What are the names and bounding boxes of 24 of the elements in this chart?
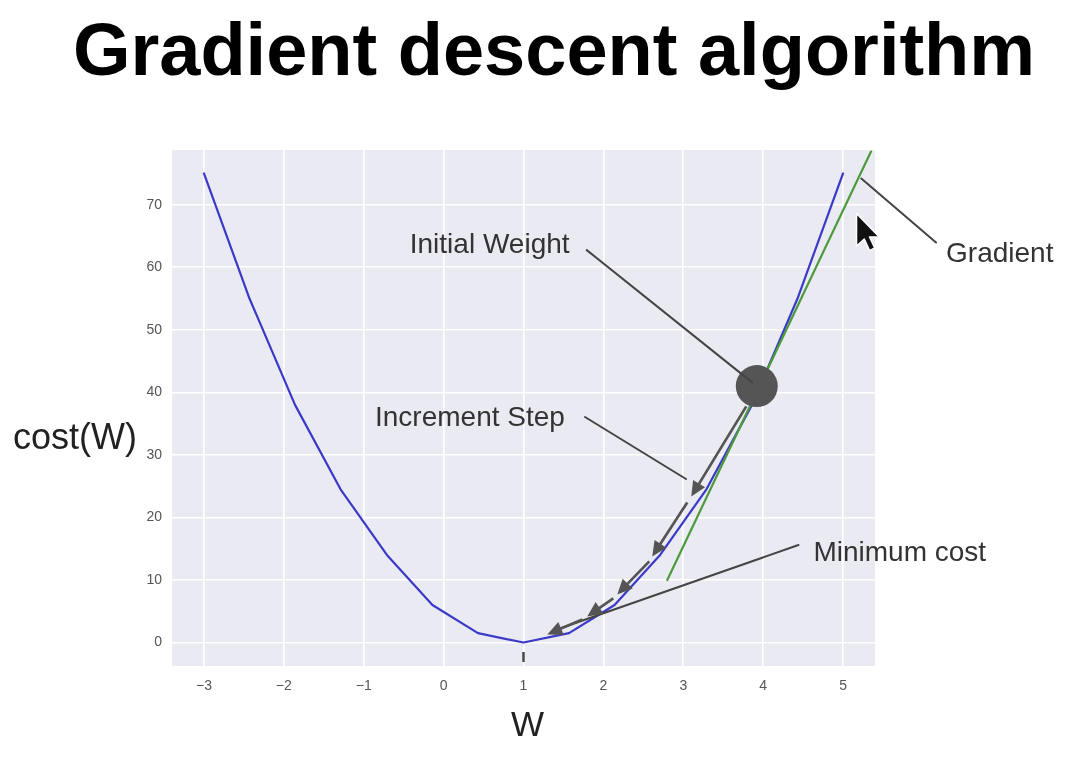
x-tick-label: 2 xyxy=(599,677,608,694)
x-tick-label: 3 xyxy=(679,677,688,694)
y-tick-label: 70 xyxy=(146,195,163,212)
y-tick-label: 10 xyxy=(146,570,163,587)
annotation: Minimum cost xyxy=(813,536,987,568)
x-tick-label: 1 xyxy=(519,677,528,694)
x-tick-label: −3 xyxy=(195,677,213,694)
x-tick-label: −1 xyxy=(355,677,372,694)
annotation: Increment Step xyxy=(375,401,565,432)
y-axis-title: cost(W) xyxy=(13,416,137,457)
y-tick-label: 60 xyxy=(146,258,163,275)
annotation: Gradient xyxy=(946,236,1054,268)
y-tick-label: 50 xyxy=(146,320,163,337)
y-tick-label: 30 xyxy=(146,445,163,462)
chart-title: Gradient descent algorithm xyxy=(72,8,1036,91)
y-tick-label: 0 xyxy=(154,633,163,650)
annotation: Initial Weight xyxy=(409,228,570,260)
x-tick-label: 0 xyxy=(439,677,448,694)
x-tick-label: 5 xyxy=(839,677,848,694)
x-axis-title: W xyxy=(510,704,545,743)
x-tick-label: 4 xyxy=(759,677,768,694)
y-tick-label: 20 xyxy=(146,508,163,525)
x-tick-label: −2 xyxy=(275,677,293,694)
y-tick-label: 40 xyxy=(146,383,163,400)
